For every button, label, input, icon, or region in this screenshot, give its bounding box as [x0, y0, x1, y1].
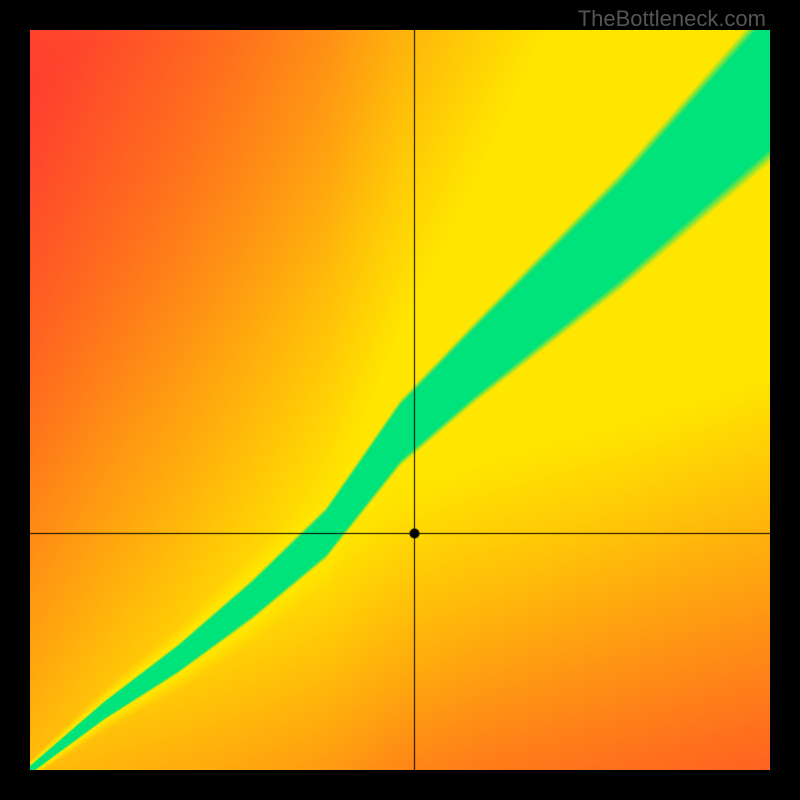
chart-container: { "canvas": { "width": 800, "height": 80… [0, 0, 800, 800]
crosshair-overlay [30, 30, 770, 770]
watermark-text: TheBottleneck.com [578, 6, 766, 32]
